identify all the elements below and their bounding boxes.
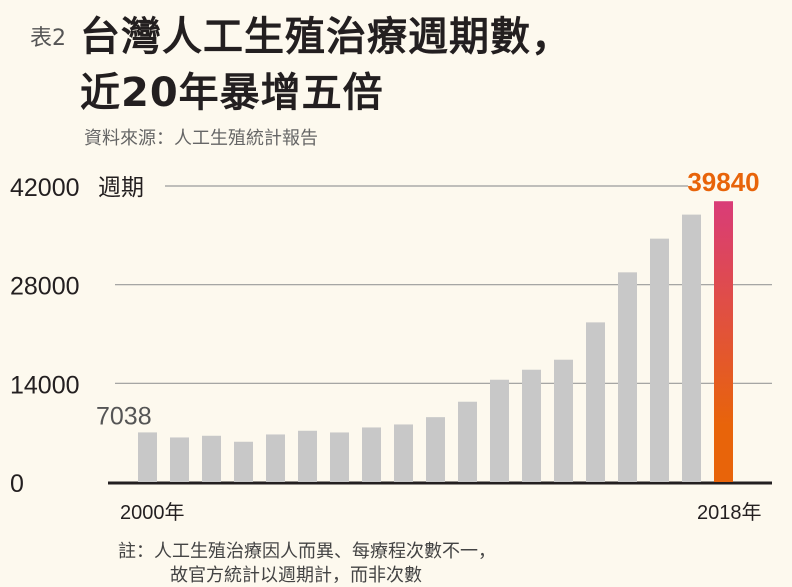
bar xyxy=(298,430,317,482)
bar xyxy=(234,441,253,482)
note-line2: 故官方統計以週期計，而非次數 xyxy=(170,565,422,586)
table-number: 表2 xyxy=(30,26,66,51)
chart-title-line2: 近20年暴增五倍 xyxy=(80,70,384,116)
bar xyxy=(202,435,221,482)
y-axis-label: 週期 xyxy=(98,175,144,201)
bar xyxy=(458,401,477,482)
bar xyxy=(618,272,637,482)
bar xyxy=(586,322,605,482)
bar xyxy=(330,432,349,482)
x-tick-label: 2018年 xyxy=(697,501,762,524)
bar xyxy=(522,369,541,482)
y-tick-label: 0 xyxy=(10,470,24,498)
bar xyxy=(490,379,509,482)
bar xyxy=(554,359,573,482)
x-tick-label: 2000年 xyxy=(120,501,185,524)
bar xyxy=(394,424,413,482)
bar-highlight xyxy=(714,201,733,483)
y-tick-label: 28000 xyxy=(10,273,80,301)
bar xyxy=(362,427,381,482)
data-label-highlight: 39840 xyxy=(687,167,759,197)
y-tick-label: 14000 xyxy=(10,371,80,399)
bar xyxy=(650,238,669,482)
chart-title-line1: 台灣人工生殖治療週期數， xyxy=(80,14,572,60)
bar xyxy=(170,437,189,482)
bar xyxy=(266,434,285,482)
source-text: 資料來源：人工生殖統計報告 xyxy=(84,128,318,149)
note-line1: 註：人工生殖治療因人而異、每療程次數不一， xyxy=(118,541,496,562)
bar xyxy=(682,214,701,482)
y-tick-label: 42000 xyxy=(10,174,80,202)
bar xyxy=(138,432,157,482)
data-label: 7038 xyxy=(96,402,152,430)
bar xyxy=(426,417,445,482)
